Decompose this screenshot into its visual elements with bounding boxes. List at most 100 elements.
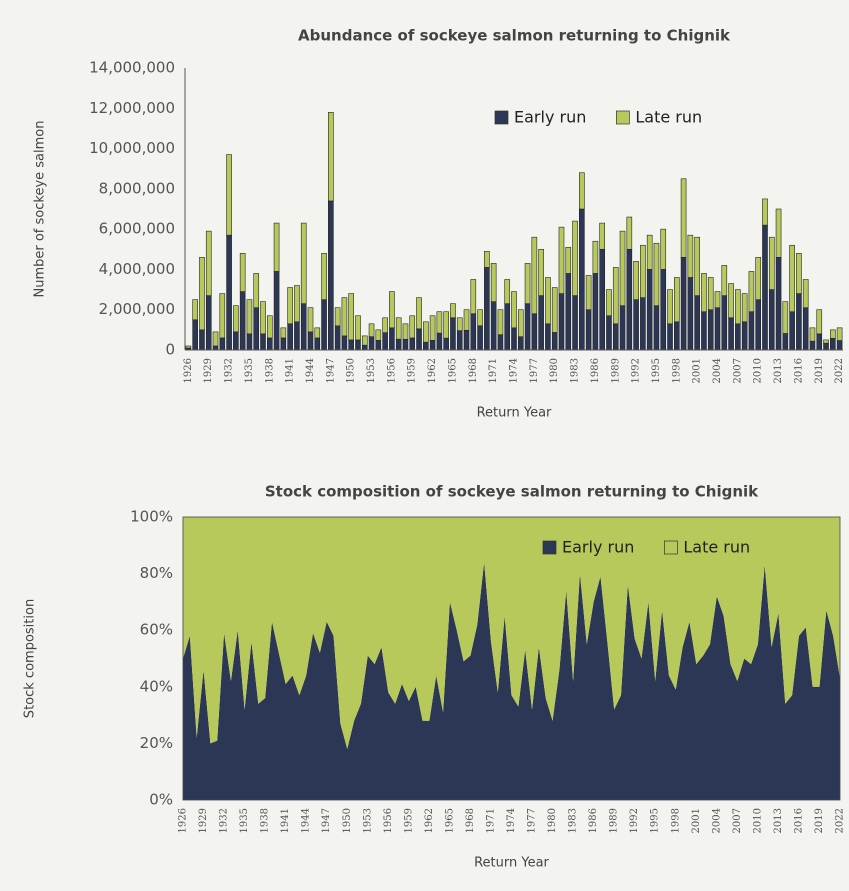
bar	[389, 291, 395, 329]
bar	[782, 333, 789, 351]
bar	[497, 334, 504, 351]
bar	[463, 329, 470, 351]
bar	[205, 230, 212, 296]
bar	[694, 236, 700, 296]
bar	[768, 289, 775, 351]
bar	[619, 230, 626, 306]
x-tick-label: 1968	[468, 358, 479, 383]
bar	[300, 303, 307, 351]
y-axis-title: Number of sockeye salmon	[33, 121, 48, 298]
bar	[667, 289, 673, 325]
x-tick-label: 2004	[712, 358, 723, 383]
bar	[477, 325, 483, 351]
x-tick-label: 2013	[773, 808, 784, 833]
bar	[545, 323, 551, 351]
bar	[687, 277, 694, 351]
bar	[755, 299, 762, 351]
bar	[212, 331, 219, 347]
bar	[640, 297, 646, 351]
bar	[416, 297, 422, 330]
bar	[728, 317, 734, 351]
bar	[328, 200, 334, 351]
x-tick-label: 1983	[570, 358, 581, 383]
bar	[266, 337, 273, 351]
bar	[816, 333, 823, 351]
bar	[497, 309, 504, 335]
bar	[701, 273, 707, 313]
bar	[551, 332, 558, 351]
x-tick-label: 1980	[549, 358, 560, 383]
bar	[456, 330, 463, 351]
x-tick-label: 1992	[629, 808, 640, 833]
bar	[789, 311, 795, 351]
x-tick-label: 1932	[224, 358, 235, 383]
bar	[823, 342, 829, 351]
bar	[721, 295, 728, 351]
bar	[545, 277, 551, 325]
bar	[538, 295, 544, 351]
bar	[328, 112, 334, 202]
x-tick-label: 1959	[407, 358, 418, 383]
bar	[680, 257, 687, 351]
bar	[796, 253, 802, 294]
bar	[219, 337, 226, 351]
bar	[443, 311, 449, 339]
bar	[246, 333, 253, 351]
legend-label: Late run	[683, 538, 750, 557]
x-tick-label: 1995	[651, 358, 662, 383]
x-tick-label: 1959	[403, 808, 414, 833]
bar	[273, 271, 280, 351]
bar	[660, 269, 667, 351]
bar	[348, 339, 355, 351]
bar	[531, 313, 538, 351]
x-tick-label: 1953	[362, 808, 373, 833]
bar	[789, 244, 795, 313]
bar	[395, 338, 402, 351]
bar	[450, 317, 456, 351]
x-tick-label: 1989	[609, 808, 620, 833]
bar	[450, 303, 456, 319]
bar	[673, 277, 680, 323]
bar	[341, 335, 348, 351]
legend-swatch	[542, 540, 557, 555]
bar	[355, 339, 361, 351]
x-tick-label: 2022	[834, 358, 845, 383]
bar	[205, 295, 212, 351]
bar	[707, 277, 714, 311]
bar	[646, 269, 653, 351]
bar	[423, 341, 429, 351]
bar	[558, 293, 565, 351]
x-tick-label: 2019	[814, 358, 825, 383]
x-tick-label: 1971	[485, 808, 496, 833]
x-tick-label: 2016	[793, 358, 804, 383]
bar	[470, 313, 477, 351]
bar	[226, 154, 232, 236]
bar	[809, 340, 816, 351]
x-tick-label: 2001	[691, 808, 702, 833]
x-tick-label: 1995	[650, 808, 661, 833]
bar	[409, 315, 416, 339]
x-tick-label: 1998	[670, 808, 681, 833]
y-tick-label: 12,000,000	[89, 99, 175, 117]
bar	[667, 323, 673, 351]
x-tick-label: 1974	[509, 358, 520, 383]
bar	[233, 305, 239, 333]
bar	[748, 271, 755, 313]
legend-label: Early run	[562, 538, 634, 557]
x-tick-label: 1968	[465, 808, 476, 833]
bar	[334, 325, 341, 351]
x-tick-label: 1986	[590, 358, 601, 383]
bar	[768, 236, 775, 290]
bar	[517, 309, 524, 338]
bar	[260, 333, 266, 351]
bar	[280, 327, 287, 339]
x-tick-label: 2001	[692, 358, 703, 383]
y-axis-title: Stock composition	[23, 599, 38, 718]
bar	[192, 319, 198, 351]
bar	[802, 307, 809, 351]
x-tick-label: 1938	[264, 358, 275, 383]
x-tick-label: 1962	[424, 808, 435, 833]
bar	[735, 289, 741, 325]
bar	[782, 301, 789, 334]
x-tick-label: 1962	[427, 358, 438, 383]
